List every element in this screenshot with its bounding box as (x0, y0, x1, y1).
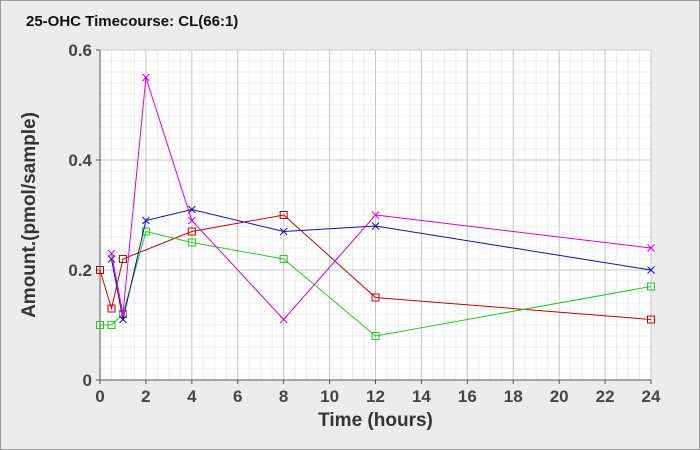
data-point (142, 216, 150, 225)
data-point (107, 249, 116, 258)
data-point (96, 266, 104, 274)
series-4 (107, 73, 655, 324)
chart-title: 25-OHC Timecourse: CL(66:1) (26, 13, 238, 30)
x-tick-label: 16 (458, 387, 477, 406)
x-tick-label: 4 (187, 387, 197, 406)
data-point (371, 293, 380, 302)
series-line (100, 230, 652, 337)
data-point (647, 266, 655, 274)
x-tick-label: 8 (279, 387, 288, 406)
x-tick-label: 14 (412, 387, 431, 406)
data-point (96, 321, 104, 329)
x-tick-label: 20 (550, 387, 569, 406)
data-point (279, 255, 288, 263)
data-point (371, 222, 380, 230)
data-point (187, 216, 196, 225)
x-tick-label: 10 (320, 387, 339, 406)
y-axis-ticks: 0 0.2 0.4 0.6 (68, 41, 100, 390)
data-point (647, 282, 655, 291)
data-point (279, 227, 288, 236)
data-point (119, 310, 127, 318)
data-point (279, 211, 288, 219)
x-tick-label: 2 (141, 387, 150, 406)
x-tick-label: 6 (233, 387, 242, 406)
data-point (371, 332, 380, 340)
x-tick-label: 22 (596, 387, 615, 406)
series-layer (96, 73, 655, 340)
x-axis-ticks: 0 2 4 6 8 10 12 14 16 18 20 22 24 (95, 380, 661, 406)
y-tick-label: 0 (83, 371, 92, 390)
x-tick-label: 0 (95, 387, 104, 406)
data-point (279, 315, 288, 324)
y-axis-label: Amount.(pmol/sample) (19, 112, 40, 318)
x-tick-label: 12 (366, 387, 385, 406)
data-point (119, 315, 127, 324)
data-point (647, 315, 655, 324)
data-point (107, 321, 116, 329)
x-axis-label: Time (hours) (318, 410, 433, 431)
y-tick-label: 0.2 (68, 261, 92, 280)
data-point (118, 255, 127, 263)
data-point (187, 227, 196, 236)
series-line (99, 214, 652, 320)
data-point (371, 211, 380, 219)
y-tick-label: 0.4 (68, 151, 92, 170)
data-point (142, 73, 150, 82)
series-1 (96, 211, 655, 324)
data-point (107, 304, 116, 313)
data-point (107, 255, 116, 263)
x-tick-label: 24 (642, 387, 661, 406)
data-point (141, 227, 150, 236)
data-point (187, 238, 196, 247)
data-point (647, 244, 655, 252)
y-tick-label: 0.6 (68, 41, 92, 60)
series-3 (107, 205, 655, 324)
x-tick-label: 18 (504, 387, 523, 406)
